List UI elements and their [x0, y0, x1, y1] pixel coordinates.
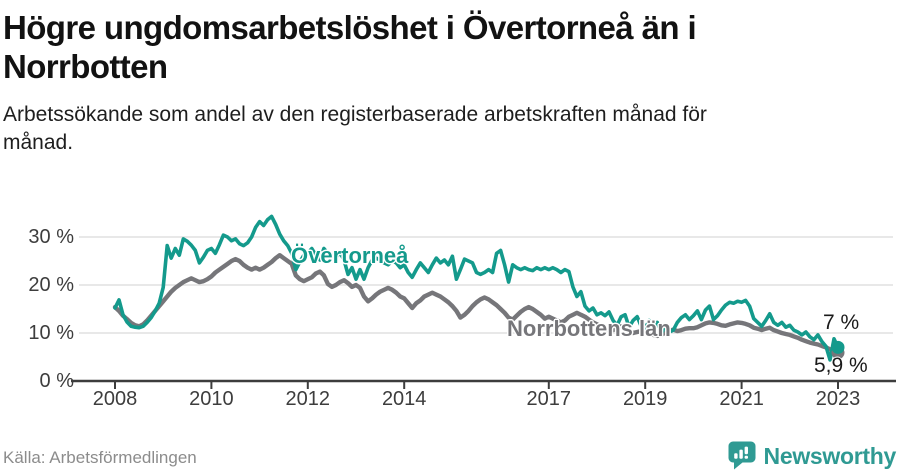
- series-label-overtornea: Övertorneå: [291, 243, 409, 268]
- newsworthy-logo[interactable]: Newsworthy: [727, 440, 896, 471]
- x-tick-label: 2019: [622, 388, 668, 410]
- series-label-norrbottens-lan: Norrbottens län: [507, 316, 671, 341]
- y-tick-label: 30 %: [28, 226, 74, 248]
- subtitle-line-2: månad.: [3, 131, 74, 154]
- x-tick-label: 2008: [92, 388, 138, 410]
- title-line-1: Högre ungdomsarbetslöshet i Övertorneå ä…: [3, 9, 697, 46]
- x-tick-label: 2023: [815, 388, 861, 410]
- newsworthy-wordmark: Newsworthy: [763, 442, 897, 469]
- y-tick-label: 20 %: [28, 274, 74, 296]
- source-note: Källa: Arbetsförmedlingen: [3, 448, 197, 467]
- page-title: Högre ungdomsarbetslöshet i Övertorneå ä…: [3, 8, 863, 86]
- title-line-2: Norrbotten: [3, 48, 168, 85]
- x-tick-label: 2010: [189, 388, 234, 410]
- newsworthy-icon: [728, 441, 756, 470]
- x-tick-label: 2017: [526, 388, 572, 410]
- x-tick-label: 2021: [719, 388, 764, 410]
- y-tick-label: 0 %: [39, 370, 74, 392]
- y-tick-label: 10 %: [28, 322, 74, 344]
- subtitle-line-1: Arbetssökande som andel av den registerb…: [3, 103, 707, 126]
- end-value-label-overtornea: 7 %: [823, 311, 860, 334]
- x-tick-label: 2014: [381, 388, 427, 410]
- end-value-label-norrbottens-lan: 5,9 %: [814, 354, 868, 377]
- chart-subtitle: Arbetssökande som andel av den registerb…: [3, 101, 843, 157]
- x-tick-label: 2012: [285, 388, 331, 410]
